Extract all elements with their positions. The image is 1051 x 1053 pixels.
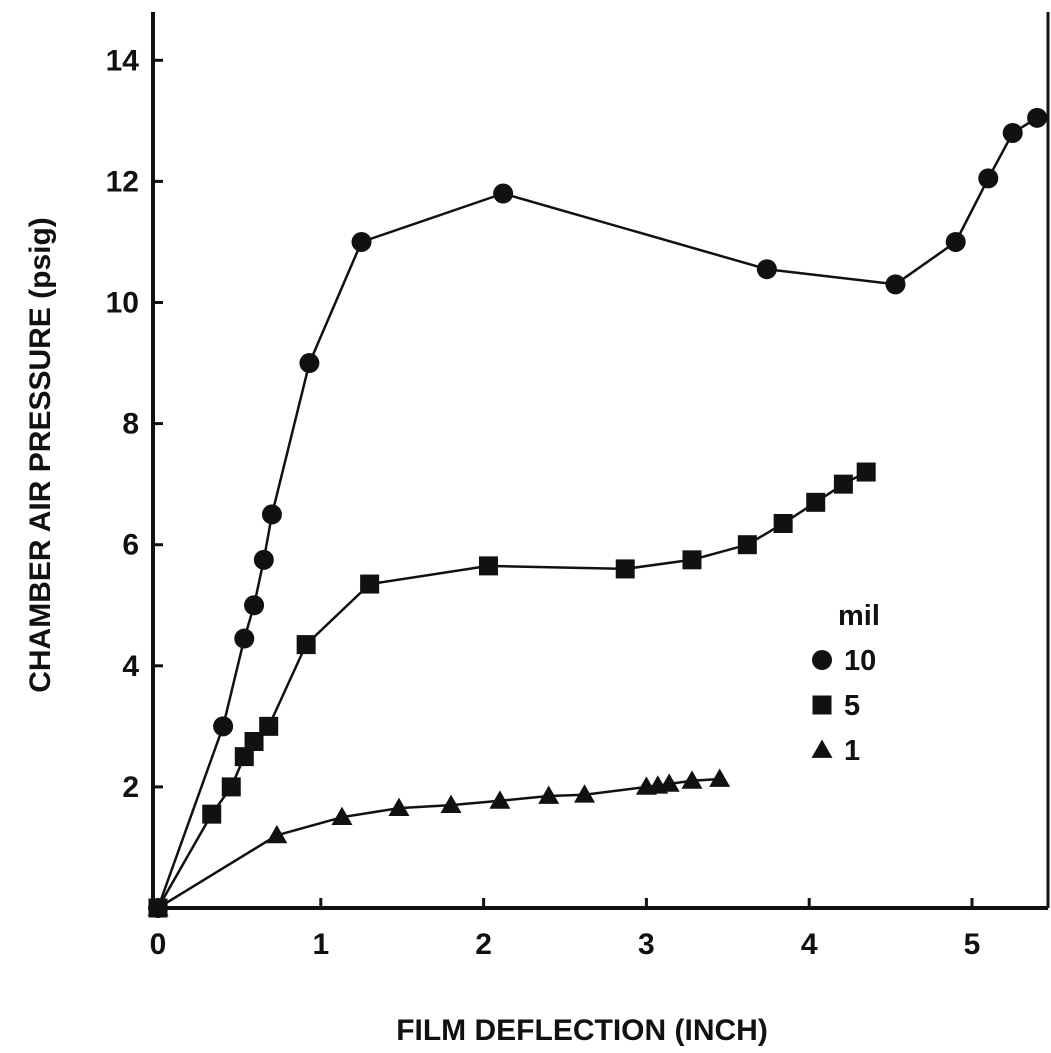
data-point-triangle: [574, 784, 596, 803]
data-point-circle: [351, 231, 372, 252]
y-tick-label: 8: [122, 408, 139, 441]
y-axis-title: CHAMBER AIR PRESSURE (psig): [24, 217, 57, 693]
data-point-square: [682, 550, 702, 570]
x-tick-label: 0: [150, 928, 167, 961]
legend-marker-triangle: [811, 739, 833, 758]
y-tick-label: 12: [106, 165, 139, 198]
series-layer: [147, 107, 1048, 918]
data-point-square: [360, 574, 380, 594]
data-point-square: [806, 492, 826, 512]
data-point-circle: [261, 504, 282, 525]
data-point-circle: [493, 183, 514, 204]
legend-label: 5: [844, 690, 860, 722]
x-tick-label: 2: [475, 928, 492, 961]
x-tick-label: 3: [638, 928, 655, 961]
x-tick-label: 1: [312, 928, 329, 961]
legend-label: 1: [844, 735, 860, 767]
axes: [151, 12, 1050, 910]
legend-title: mil: [838, 600, 880, 632]
legend-marker-square: [812, 695, 832, 715]
data-point-square: [259, 716, 279, 736]
data-point-triangle: [331, 806, 353, 826]
legend-label: 10: [844, 645, 876, 677]
data-point-circle: [253, 549, 274, 570]
data-point-triangle: [709, 768, 731, 787]
data-point-circle: [244, 595, 265, 616]
data-point-circle: [756, 259, 777, 280]
data-point-square: [833, 474, 853, 494]
data-point-triangle: [388, 797, 410, 816]
series-line: [156, 470, 867, 909]
series-line: [156, 116, 1038, 909]
data-point-square: [478, 556, 498, 576]
data-point-circle: [213, 716, 234, 737]
legend: mil 10 5 1: [811, 600, 880, 767]
data-point-circle: [299, 353, 320, 374]
data-point-square: [221, 777, 241, 797]
y-tick-label: 10: [106, 287, 139, 320]
data-point-square: [296, 635, 316, 655]
data-point-square: [773, 514, 793, 534]
y-ticks: 2 4 6 8 10 12 14: [106, 44, 163, 804]
data-point-triangle: [658, 773, 680, 792]
data-point-triangle: [440, 794, 462, 813]
data-point-triangle: [147, 897, 169, 916]
y-tick-label: 2: [122, 771, 139, 804]
data-point-circle: [1002, 122, 1023, 143]
data-point-square: [244, 731, 264, 751]
legend-entry: 1: [811, 735, 860, 767]
y-tick-label: 14: [106, 44, 140, 77]
data-point-square: [856, 462, 876, 482]
data-point-circle: [885, 274, 906, 295]
data-point-circle: [1027, 107, 1048, 128]
series-1-mil: [147, 768, 731, 916]
series-line: [157, 777, 720, 910]
x-tick-label: 5: [964, 928, 981, 961]
data-point-square: [737, 535, 757, 555]
data-point-circle: [978, 168, 999, 189]
data-point-triangle: [266, 824, 288, 844]
y-tick-label: 6: [122, 529, 139, 562]
data-point-triangle: [681, 770, 703, 789]
series-5-mil: [148, 462, 876, 918]
series-10-mil: [148, 107, 1048, 918]
data-point-triangle: [489, 790, 511, 809]
legend-entry: 10: [812, 645, 876, 677]
data-point-square: [615, 559, 635, 579]
legend-entry: 5: [812, 690, 860, 722]
data-point-triangle: [538, 785, 560, 804]
x-axis-title: FILM DEFLECTION (INCH): [396, 1014, 768, 1047]
x-ticks: 0 1 2 3 4 5: [150, 898, 981, 961]
data-point-square: [234, 747, 254, 767]
y-tick-label: 4: [122, 650, 139, 683]
data-point-circle: [234, 628, 255, 649]
legend-marker-circle: [812, 650, 832, 670]
x-tick-label: 4: [801, 928, 818, 961]
legend-entries: 10 5 1: [811, 645, 876, 767]
data-point-square: [202, 804, 222, 824]
data-point-circle: [945, 231, 966, 252]
